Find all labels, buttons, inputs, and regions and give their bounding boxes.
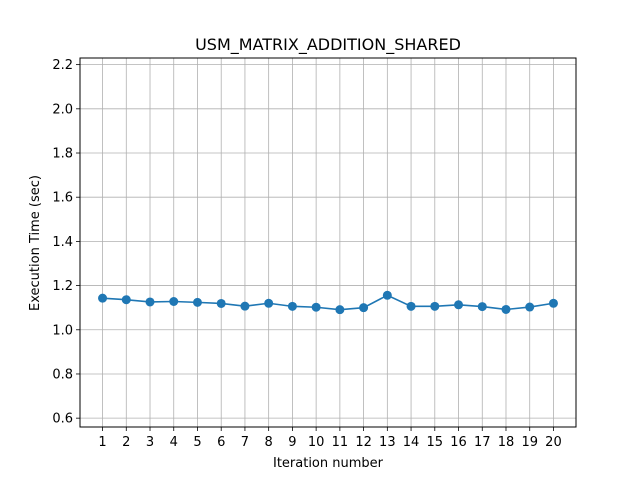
data-point (430, 301, 440, 311)
y-tick-label: 1.4 (52, 235, 73, 250)
data-point (287, 301, 297, 311)
data-point (382, 290, 392, 300)
x-tick-label: 16 (450, 435, 467, 450)
data-point (501, 304, 511, 314)
x-tick-label: 14 (403, 435, 420, 450)
y-tick-label: 0.8 (52, 367, 73, 382)
y-tick-label: 0.6 (52, 412, 73, 427)
chart-title: USM_MATRIX_ADDITION_SHARED (195, 35, 461, 55)
x-tick-label: 11 (332, 435, 349, 450)
x-tick-label: 8 (265, 435, 273, 450)
series-line (98, 290, 558, 315)
x-tick-label: 2 (122, 435, 130, 450)
data-point (548, 298, 558, 308)
y-tick-label: 2.2 (52, 58, 73, 73)
data-point (477, 302, 487, 312)
x-tick-label: 1 (98, 435, 106, 450)
axis-ticks: 1 2 3 4 5 6 7 8 9 10 11 12 13 14 15 16 17 18 19 200.60.81.0… (52, 58, 561, 450)
data-point (525, 302, 535, 312)
x-tick-label: 12 (355, 435, 372, 450)
data-point (145, 297, 155, 307)
data-point (359, 303, 369, 313)
data-point (454, 300, 464, 310)
x-tick-label: 6 (217, 435, 225, 450)
data-point (335, 305, 345, 315)
x-tick-label: 15 (427, 435, 444, 450)
x-axis-label: Iteration number (273, 456, 384, 471)
x-tick-label: 4 (170, 435, 178, 450)
grid (80, 58, 576, 427)
data-point (311, 302, 321, 312)
y-tick-label: 1.0 (52, 323, 73, 338)
y-tick-label: 1.6 (52, 191, 73, 206)
y-axis-label: Execution Time (sec) (28, 175, 43, 311)
data-point (264, 298, 274, 308)
x-tick-label: 3 (146, 435, 154, 450)
x-tick-label: 20 (545, 435, 562, 450)
x-tick-label: 19 (521, 435, 538, 450)
y-tick-label: 2.0 (52, 102, 73, 117)
data-point (169, 296, 179, 306)
y-tick-label: 1.2 (52, 279, 73, 294)
data-point (121, 295, 131, 305)
x-tick-label: 18 (498, 435, 515, 450)
x-tick-label: 17 (474, 435, 491, 450)
y-tick-label: 1.8 (52, 147, 73, 162)
x-tick-label: 13 (379, 435, 396, 450)
data-point (216, 298, 226, 308)
data-point (406, 301, 416, 311)
x-tick-label: 9 (288, 435, 296, 450)
x-tick-label: 10 (308, 435, 325, 450)
x-tick-label: 7 (241, 435, 249, 450)
data-point (192, 297, 202, 307)
plot-frame (79, 57, 577, 428)
data-point (98, 293, 108, 303)
x-tick-label: 5 (193, 435, 201, 450)
data-point (240, 301, 250, 311)
